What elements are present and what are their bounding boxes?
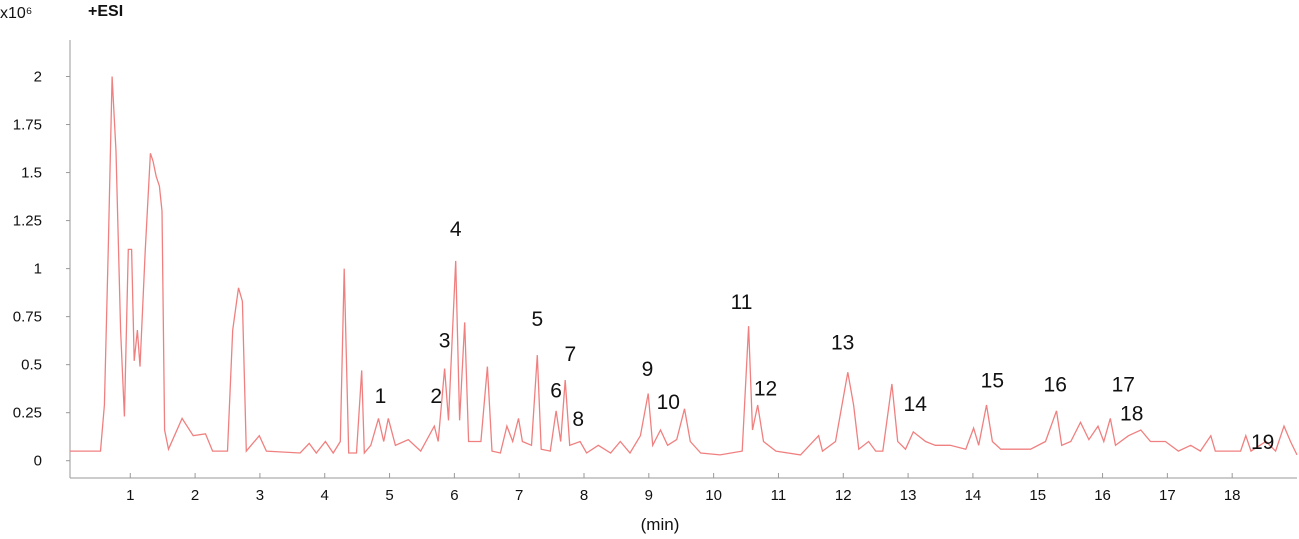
y-tick-label: 1.5 [21, 165, 42, 182]
x-tick-label: 2 [191, 487, 199, 504]
y-tick-label: 2 [34, 69, 42, 86]
x-tick-label: 4 [321, 487, 329, 504]
y-tick-label: 0.5 [21, 357, 42, 374]
x-tick-label: 17 [1159, 487, 1176, 504]
y-scale-label: x10⁶ [0, 5, 32, 22]
peak-label: 18 [1120, 402, 1143, 425]
peak-label: 12 [754, 377, 777, 400]
peak-label: 8 [572, 408, 584, 431]
x-axis-label: (min) [641, 515, 680, 534]
peak-label: 16 [1044, 374, 1067, 397]
peak-label: 10 [657, 391, 680, 414]
peak-label: 5 [531, 308, 543, 331]
peak-label: 3 [439, 329, 451, 352]
peak-label: 9 [642, 358, 654, 381]
y-tick-label: 0 [34, 453, 42, 470]
peak-label: 6 [550, 379, 562, 402]
peak-label: 2 [430, 385, 442, 408]
x-tick-label: 16 [1094, 487, 1111, 504]
x-tick-label: 14 [965, 487, 982, 504]
peak-label: 15 [981, 370, 1004, 393]
y-tick-label: 1 [34, 261, 42, 278]
peak-label: 1 [375, 385, 387, 408]
x-tick-label: 15 [1029, 487, 1046, 504]
peak-label: 17 [1112, 374, 1135, 397]
peak-label: 4 [450, 218, 462, 241]
peak-label: 13 [831, 331, 854, 354]
y-tick-label: 0.25 [13, 405, 42, 422]
x-tick-label: 9 [645, 487, 653, 504]
ion-mode-label: +ESI [88, 3, 123, 20]
x-tick-label: 18 [1224, 487, 1241, 504]
x-tick-label: 10 [705, 487, 722, 504]
x-tick-label: 1 [126, 487, 134, 504]
peak-label: 7 [565, 343, 577, 366]
y-tick-label: 0.75 [13, 309, 42, 326]
peak-label: 14 [904, 393, 928, 416]
x-tick-label: 6 [450, 487, 458, 504]
x-tick-label: 7 [515, 487, 523, 504]
x-tick-label: 11 [771, 487, 787, 504]
peak-label: 11 [731, 291, 753, 314]
peak-label: 19 [1251, 431, 1274, 454]
chromatogram-trace [70, 76, 1298, 456]
x-tick-label: 8 [580, 487, 588, 504]
x-tick-label: 5 [385, 487, 393, 504]
x-tick-label: 12 [835, 487, 852, 504]
x-tick-label: 13 [900, 487, 917, 504]
x-tick-label: 3 [256, 487, 264, 504]
y-tick-label: 1.75 [13, 117, 42, 134]
y-tick-label: 1.25 [13, 213, 42, 230]
